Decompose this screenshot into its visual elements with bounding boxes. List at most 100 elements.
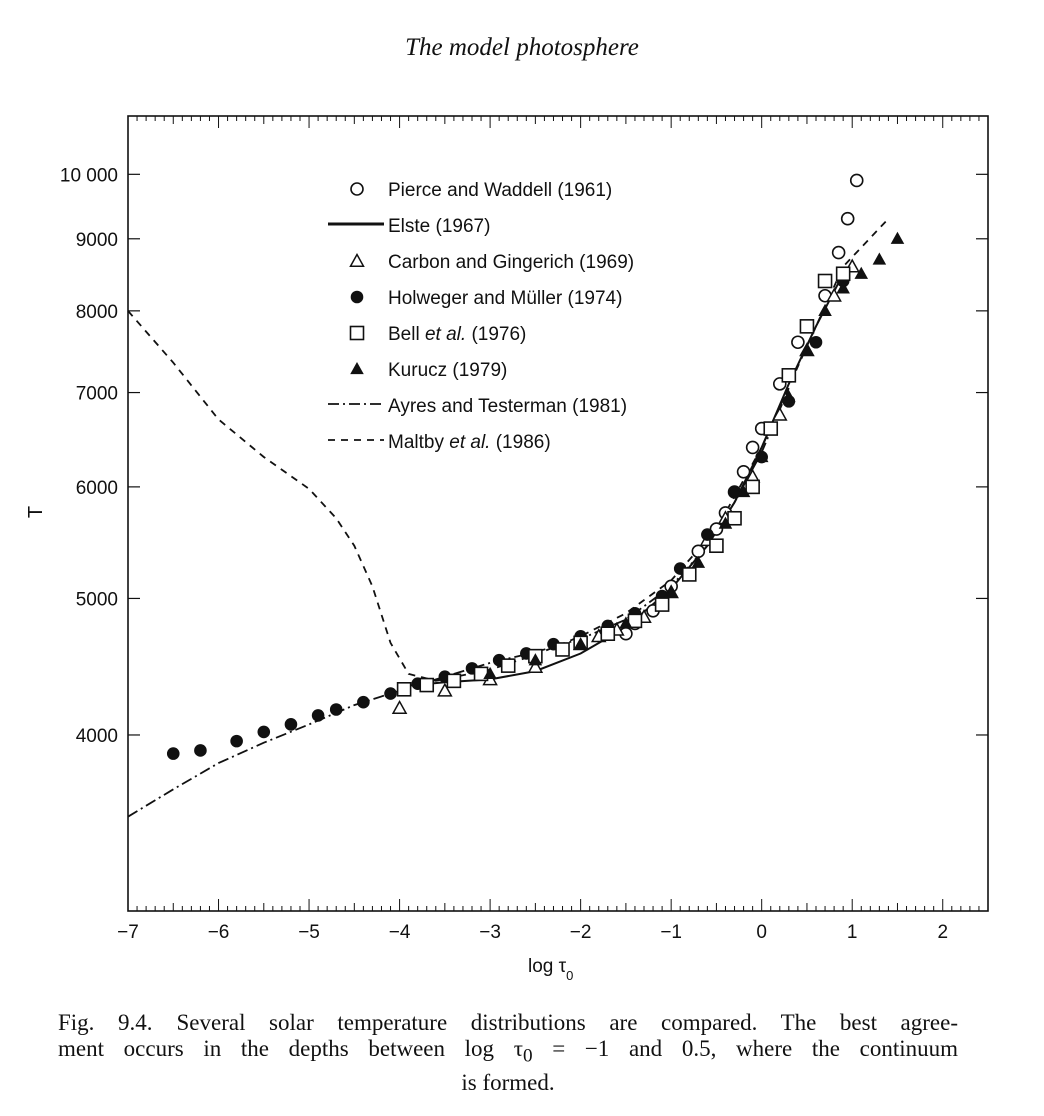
legend-symbol-holweger-and-m-ller-1974: [350, 290, 364, 304]
data-point-kurucz-1979: [854, 266, 869, 279]
data-point-carbon-and-gingerich-1969: [391, 699, 408, 714]
data-point-bell-et-al-1976: [745, 479, 760, 495]
data-point-bell-et-al-1976: [446, 673, 462, 689]
legend-label-elste-1967: Elste (1967): [388, 216, 490, 237]
data-point-kurucz-1979: [782, 389, 796, 403]
legend-symbol-carbon-and-gingerich-1969: [349, 252, 365, 267]
y-tick-label: 9000: [76, 230, 118, 251]
data-point-pierce-and-waddell-1961: [840, 211, 855, 226]
y-axis-label: T: [25, 506, 47, 518]
y-tick-label: 4000: [76, 726, 118, 747]
caption-line-1-text: Several solar temperature distributions …: [176, 1010, 958, 1035]
legend-symbol-kurucz-1979: [350, 361, 364, 375]
caption-line-1: Fig. 9.4. Several solar temperature distr…: [58, 1010, 958, 1036]
axis-ticks: [127, 116, 989, 911]
data-point-pierce-and-waddell-1961: [849, 173, 864, 188]
caption-line-3: is formed.: [461, 1069, 555, 1095]
y-tick-label: 10 000: [60, 165, 118, 186]
data-point-bell-et-al-1976: [781, 368, 797, 383]
data-point-holweger-and-m-ller-1974: [701, 528, 714, 541]
data-point-carbon-and-gingerich-1969: [527, 658, 544, 673]
figure-number: Fig. 9.4.: [58, 1010, 153, 1035]
y-tick-label: 6000: [76, 478, 118, 499]
data-point-bell-et-al-1976: [835, 266, 851, 282]
data-point-pierce-and-waddell-1961: [745, 440, 760, 455]
data-point-pierce-and-waddell-1961: [736, 464, 751, 479]
data-point-kurucz-1979: [800, 343, 814, 356]
data-point-pierce-and-waddell-1961: [831, 245, 846, 260]
data-point-kurucz-1979: [754, 449, 769, 463]
data-point-holweger-and-m-ller-1974: [194, 744, 207, 757]
x-tick-label: −2: [570, 922, 592, 943]
data-point-bell-et-al-1976: [396, 682, 412, 697]
data-point-kurucz-1979: [836, 281, 850, 294]
x-tick-label: −3: [479, 922, 501, 943]
x-tick-label: −4: [389, 922, 411, 943]
x-tick-label: −7: [117, 922, 139, 943]
legend-symbol-pierce-and-waddell-1961: [350, 182, 364, 196]
data-point-bell-et-al-1976: [799, 319, 815, 334]
data-point-holweger-and-m-ller-1974: [809, 335, 823, 349]
data-point-holweger-and-m-ller-1974: [284, 718, 298, 731]
data-point-pierce-and-waddell-1961: [691, 544, 706, 559]
x-tick-labels: −7 −6 −5 −4 −3 −2 −1 0 1 2: [117, 922, 948, 943]
y-tick-label: 5000: [76, 589, 118, 610]
x-tick-label: −5: [298, 922, 320, 943]
data-point-kurucz-1979: [528, 653, 543, 666]
caption-line-2-post: = −1 and 0.5, where the continuum: [532, 1036, 958, 1061]
x-tick-label: −1: [660, 922, 682, 943]
temperature-chart: −7 −6 −5 −4 −3 −2 −1 0 1 2 4000 5000 6000 7000 8000 90…: [25, 115, 989, 983]
data-point-kurucz-1979: [890, 231, 905, 244]
data-point-holweger-and-m-ller-1974: [230, 734, 243, 748]
x-tick-label: −6: [208, 922, 230, 943]
data-point-holweger-and-m-ller-1974: [329, 703, 343, 716]
y-tick-label: 8000: [76, 302, 118, 323]
data-point-bell-et-al-1976: [419, 677, 435, 693]
data-point-carbon-and-gingerich-1969: [826, 287, 842, 302]
data-point-holweger-and-m-ller-1974: [166, 747, 180, 760]
data-point-kurucz-1979: [736, 484, 751, 498]
data-point-bell-et-al-1976: [817, 273, 833, 289]
x-tick-label: 2: [937, 922, 948, 943]
data-point-holweger-and-m-ller-1974: [311, 709, 325, 722]
data-point-holweger-and-m-ller-1974: [384, 687, 397, 700]
legend-label-holweger-and-m-ller-1974: Holweger and Müller (1974): [388, 288, 622, 309]
legend-label-italic: et al.: [449, 432, 490, 453]
data-point-bell-et-al-1976: [500, 658, 516, 673]
data-point-kurucz-1979: [718, 516, 733, 529]
running-header: The model photosphere: [405, 34, 639, 61]
caption-line-2: ment occurs in the depths between log τ0…: [58, 1036, 958, 1070]
data-point-kurucz-1979: [691, 555, 706, 568]
data-point-bell-et-al-1976: [709, 538, 724, 554]
x-tick-label: 0: [756, 922, 767, 943]
data-point-kurucz-1979: [619, 616, 633, 629]
legend-label-italic: et al.: [425, 324, 466, 345]
data-point-bell-et-al-1976: [600, 626, 616, 641]
legend-symbol-bell-et-al-1976: [349, 325, 365, 341]
figure-caption: Fig. 9.4. Several solar temperature distr…: [58, 1010, 958, 1096]
data-point-bell-et-al-1976: [627, 613, 643, 629]
data-point-kurucz-1979: [664, 585, 678, 598]
legend-label-maltby-et-al-1986: Maltby et al. (1986): [388, 432, 551, 453]
data-point-kurucz-1979: [872, 252, 887, 265]
legend-label-carbon-and-gingerich-1969: Carbon and Gingerich (1969): [388, 252, 634, 273]
data-point-bell-et-al-1976: [681, 567, 697, 582]
caption-line-2-sub: 0: [522, 1045, 533, 1067]
data-point-bell-et-al-1976: [555, 642, 570, 657]
x-axis-label: log τ0: [528, 956, 573, 983]
legend-label-kurucz-1979: Kurucz (1979): [388, 360, 507, 381]
legend-label-bell-et-al-1976: Bell et al. (1976): [388, 324, 526, 345]
x-tick-label: 1: [847, 922, 858, 943]
data-point-bell-et-al-1976: [763, 421, 779, 436]
data-point-kurucz-1979: [573, 637, 588, 650]
y-tick-labels: 4000 5000 6000 7000 8000 9000 10 000: [60, 165, 118, 747]
data-point-bell-et-al-1976: [727, 510, 742, 526]
caption-line-2-pre: ment occurs in the depths between log τ: [58, 1036, 523, 1061]
data-point-holweger-and-m-ller-1974: [257, 725, 271, 739]
data-point-carbon-and-gingerich-1969: [437, 682, 453, 697]
series-markers: [166, 173, 905, 760]
legend-label-pierce-and-waddell-1961: Pierce and Waddell (1961): [388, 180, 612, 201]
plot-frame: [127, 115, 989, 912]
data-point-holweger-and-m-ller-1974: [357, 695, 370, 709]
data-point-carbon-and-gingerich-1969: [772, 406, 788, 421]
